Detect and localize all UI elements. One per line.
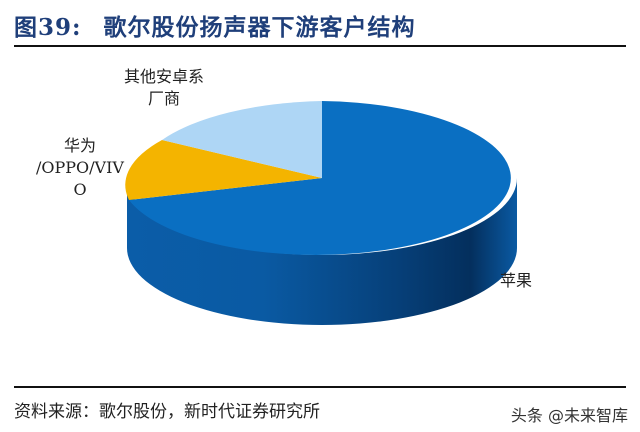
label-other-android: 其他安卓系 厂商 bbox=[124, 66, 204, 110]
top-rule bbox=[14, 45, 626, 47]
label-huawei-line1: 华为 bbox=[63, 136, 96, 155]
pie-slice-other-android bbox=[162, 101, 322, 178]
bottom-rule bbox=[14, 386, 626, 388]
figure-title: 图39: 歌尔股份扬声器下游客户结构 bbox=[14, 8, 416, 42]
label-huawei-oppo-vivo: 华为 /OPPO/VIV O bbox=[30, 135, 130, 201]
watermark: 头条 @未来智库 bbox=[510, 406, 628, 425]
label-huawei-line3: O bbox=[73, 180, 87, 199]
label-huawei-line2: /OPPO/VIV bbox=[36, 158, 124, 177]
pie-slice-huawei-oppo-vivo bbox=[125, 140, 322, 200]
source-note: 资料来源：歌尔股份，新时代证券研究所 bbox=[14, 402, 320, 422]
label-apple: 苹果 bbox=[500, 271, 533, 290]
label-other-line1: 其他安卓系 bbox=[124, 67, 205, 86]
figure-title-text: 歌尔股份扬声器下游客户结构 bbox=[103, 14, 416, 41]
pie-slice-apple bbox=[129, 101, 511, 255]
figure-number: 图39: bbox=[14, 14, 82, 41]
pie-side-apple bbox=[127, 178, 517, 325]
label-other-line2: 厂商 bbox=[148, 89, 181, 108]
